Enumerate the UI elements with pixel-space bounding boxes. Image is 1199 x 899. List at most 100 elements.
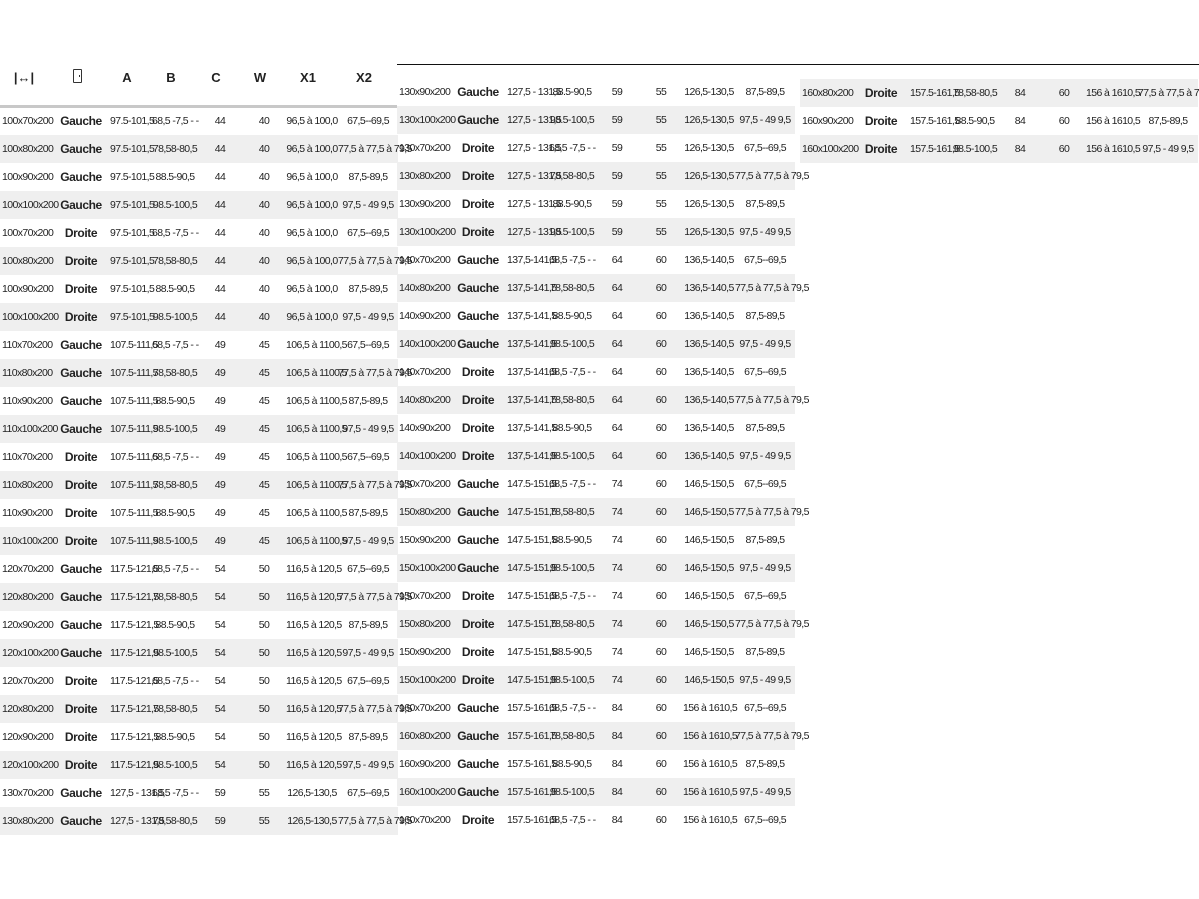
table-row: 140x70x200 Droite 137,5-141,5 68,5 -7,5 - -… (397, 358, 795, 386)
cell-w: 60 (655, 310, 667, 322)
cell-c: 64 (611, 282, 623, 294)
cell-x2: 97,5 - 49 9,5 (739, 338, 791, 350)
table-row: 110x90x200 Gauche 107.5-111,5 88.5-90,5 49 45… (0, 387, 398, 415)
cell-b: 98.5-100,5 (152, 535, 198, 547)
header-b: B (166, 69, 176, 85)
cell-size: 100x100x200 (2, 199, 59, 211)
table-row: 140x80x200 Droite 137,5-141,5 78,58-80,5 64 6… (397, 386, 809, 414)
cell-x2: 87,5-89,5 (348, 171, 389, 183)
cell-b: 98.5-100,5 (549, 114, 595, 126)
table-row: 120x70x200 Gauche 117.5-121,5 68,5 -7,5 - -… (0, 555, 398, 583)
cell-x1: 106,5 à 1100,5 (286, 451, 347, 463)
table-section-1: 100x70x200 Gauche 97.5-101,5 68,5 -7,5 - -4… (0, 107, 412, 835)
table-row: 110x100x200 Gauche 107.5-111,5 98.5-100,5 49… (0, 415, 398, 443)
cell-c: 44 (214, 143, 226, 155)
cell-x2: 87,5-89,5 (348, 283, 389, 295)
cell-x2: 77,5 à 77,5 à 79,5 (338, 591, 412, 603)
table-row: 160x70x200 Droite 157.5-161,5 68,5 -7,5 - -… (397, 806, 795, 834)
header-divider (0, 105, 397, 108)
table-row: 160x100x200 Droite 157.5-161,5 98.5-100,5 84… (800, 135, 1198, 163)
cell-x2: 77,5 à 77,5 à 79,5 (338, 815, 412, 827)
cell-x1: 106,5 à 1100,5 (286, 395, 347, 407)
cell-x1: 126,5-130,5 (287, 815, 337, 827)
width-icon: |↔| (13, 69, 35, 85)
table-row: 100x100x200 Droite 97.5-101,5 98.5-100,5 44 4… (0, 303, 398, 331)
cell-x2: 67,5--69,5 (347, 115, 389, 127)
cell-c: 59 (214, 815, 226, 827)
cell-w: 40 (258, 143, 270, 155)
cell-b: 88.5-90,5 (155, 619, 196, 631)
cell-w: 45 (258, 339, 270, 351)
cell-direction: Gauche (457, 281, 499, 295)
cell-size: 110x100x200 (2, 423, 58, 435)
cell-direction: Droite (461, 169, 495, 183)
cell-direction: Gauche (60, 394, 102, 408)
cell-a: 157.5-161,5 (507, 702, 557, 714)
cell-size: 140x100x200 (399, 338, 456, 350)
cell-size: 100x100x200 (2, 311, 59, 323)
cell-c: 49 (214, 367, 226, 379)
cell-size: 130x80x200 (2, 815, 54, 827)
cell-c: 54 (214, 731, 226, 743)
table-row: 140x80x200 Gauche 137,5-141,5 78,58-80,5 64 6… (397, 274, 809, 302)
cell-c: 84 (611, 758, 623, 770)
cell-b: 98.5-100,5 (152, 759, 198, 771)
cell-x2: 97,5 - 49 9,5 (342, 647, 394, 659)
table-row: 160x90x200 Gauche 157.5-161,5 88.5-90,5 84 60… (397, 750, 795, 778)
cell-direction: Droite (64, 310, 98, 324)
table-row: 100x80x200 Gauche 97.5-101,5 78,58-80,5 44 40… (0, 135, 412, 163)
cell-x1: 116,5 à 120,5 (286, 759, 342, 771)
cell-c: 84 (611, 730, 623, 742)
cell-size: 140x90x200 (399, 310, 451, 322)
cell-x2: 97,5 - 49 9,5 (739, 674, 791, 686)
cell-w: 60 (655, 478, 667, 490)
cell-w: 60 (655, 786, 667, 798)
cell-direction: Droite (64, 254, 98, 268)
cell-size: 140x100x200 (399, 450, 456, 462)
cell-a: 157.5-161,5 (507, 814, 557, 826)
cell-x2: 67,5--69,5 (347, 339, 389, 351)
cell-w: 50 (258, 731, 270, 743)
cell-direction: Droite (461, 421, 495, 435)
cell-direction: Gauche (60, 338, 102, 352)
cell-x2: 77,5 à 77,5 à 79,5 (735, 730, 809, 742)
cell-b: 88.5-90,5 (155, 283, 196, 295)
cell-c: 59 (611, 170, 623, 182)
cell-w: 60 (655, 422, 667, 434)
cell-x1: 116,5 à 120,5 (286, 647, 342, 659)
cell-w: 60 (655, 590, 667, 602)
cell-c: 64 (611, 394, 623, 406)
cell-x2: 97,5 - 49 9,5 (342, 759, 394, 771)
cell-w: 60 (655, 646, 667, 658)
cell-c: 59 (611, 198, 623, 210)
cell-a: 147.5-151,5 (507, 590, 557, 602)
cell-direction: Droite (461, 197, 495, 211)
cell-direction: Gauche (60, 422, 102, 436)
cell-x1: 156 à 1610,5 (683, 758, 738, 770)
cell-direction: Droite (864, 114, 898, 128)
cell-x1: 96,5 à 100,0 (286, 283, 338, 295)
cell-a: 137,5-141,5 (507, 338, 557, 350)
cell-x1: 146,5-150,5 (684, 590, 734, 602)
table-row: 110x100x200 Droite 107.5-111,5 98.5-100,5 49… (0, 527, 398, 555)
table-row: 110x70x200 Gauche 107.5-111,5 68,5 -7,5 - -… (0, 331, 398, 359)
cell-x1: 156 à 1610,5 (683, 730, 738, 742)
cell-c: 49 (214, 395, 226, 407)
cell-c: 74 (611, 618, 623, 630)
cell-c: 49 (214, 507, 226, 519)
cell-a: 97.5-101,5 (110, 311, 155, 323)
cell-b: 88.5-90,5 (155, 507, 196, 519)
table-row: 110x80x200 Gauche 107.5-111,5 78,58-80,5 49 4… (0, 359, 412, 387)
cell-c: 54 (214, 647, 226, 659)
cell-c: 44 (214, 255, 226, 267)
table-row: 120x70x200 Droite 117.5-121,5 68,5 -7,5 - -… (0, 667, 398, 695)
cell-x2: 97,5 - 49 9,5 (739, 786, 791, 798)
cell-c: 84 (611, 702, 623, 714)
cell-x2: 97,5 - 49 9,5 (739, 450, 791, 462)
cell-direction: Gauche (60, 198, 102, 212)
cell-size: 140x70x200 (399, 254, 451, 266)
cell-a: 157.5-161,5 (507, 758, 557, 770)
cell-direction: Gauche (457, 85, 499, 99)
cell-direction: Gauche (60, 590, 102, 604)
table-row: 150x80x200 Gauche 147.5-151,5 78,58-80,5 74 6… (397, 498, 809, 526)
